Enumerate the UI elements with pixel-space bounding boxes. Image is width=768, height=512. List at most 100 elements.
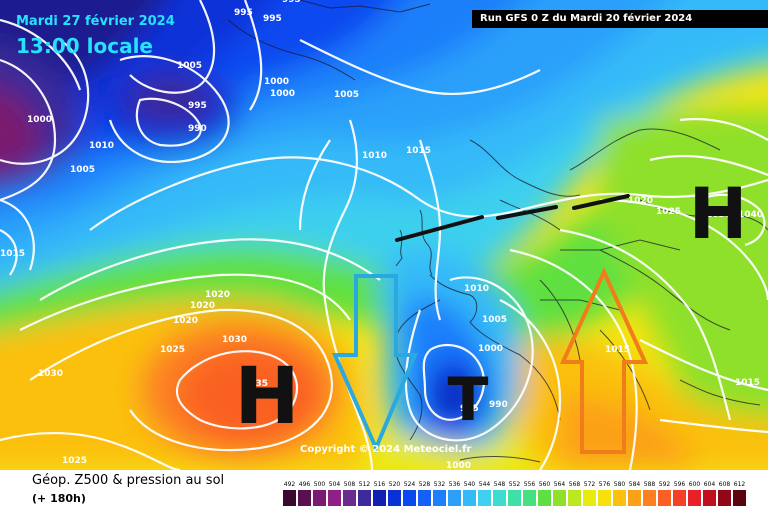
scale-swatch (658, 490, 671, 506)
forecast-time: 13:00 locale (16, 34, 153, 58)
pressure-label: 995 (234, 8, 253, 18)
pressure-label: 1010 (464, 284, 489, 294)
scale-swatch (298, 490, 311, 506)
scale-label: 508 (344, 481, 356, 488)
forecast-date: Mardi 27 février 2024 (16, 14, 175, 29)
scale-label: 576 (599, 481, 611, 488)
scale-label: 544 (479, 481, 491, 488)
scale-label: 496 (299, 481, 311, 488)
scale-swatch (373, 490, 386, 506)
scale-swatch (478, 490, 491, 506)
scale-label: 512 (359, 481, 371, 488)
pressure-label: 995 (263, 14, 282, 24)
pressure-label: 1000 (446, 461, 471, 470)
scale-swatch (598, 490, 611, 506)
scale-label: 588 (644, 481, 656, 488)
pressure-label: 1005 (482, 315, 507, 325)
scale-swatch (328, 490, 341, 506)
legend-title: Géop. Z500 & pression au sol (32, 473, 225, 488)
scale-swatch (673, 490, 686, 506)
pressure-label: 1035 (243, 379, 268, 389)
isobars (0, 0, 768, 470)
scale-label: 540 (464, 481, 476, 488)
pressure-label: 995 (460, 404, 479, 414)
scale-label: 612 (734, 481, 746, 488)
pressure-label: 1005 (177, 61, 202, 71)
scale-label: 492 (284, 481, 296, 488)
fronts (395, 194, 630, 242)
pressure-label: 1020 (173, 316, 198, 326)
pressure-label: 1000 (264, 77, 289, 87)
scale-label: 500 (314, 481, 326, 488)
pressure-label: 990 (188, 124, 207, 134)
geopotential-field (0, 0, 768, 470)
pressure-label: 1020 (205, 290, 230, 300)
pressure-label: 1030 (706, 210, 731, 220)
northward-arrow (559, 267, 649, 454)
pressure-label: 1025 (62, 456, 87, 466)
scale-label: 556 (524, 481, 536, 488)
scale-swatch (388, 490, 401, 506)
pressure-label: 1000 (27, 115, 52, 125)
pressure-label: 1010 (89, 141, 114, 151)
pressure-label: 1005 (334, 90, 359, 100)
scale-label: 504 (329, 481, 341, 488)
scale-swatch (703, 490, 716, 506)
scale-label: 560 (539, 481, 551, 488)
scale-swatch (523, 490, 536, 506)
scale-label: 604 (704, 481, 716, 488)
scale-label: 592 (659, 481, 671, 488)
scale-swatch (493, 490, 506, 506)
high-pressure-center-atlantic: H (234, 352, 299, 442)
scale-swatch (583, 490, 596, 506)
pressure-label: 1020 (190, 301, 215, 311)
scale-swatch (418, 490, 431, 506)
scale-label: 608 (719, 481, 731, 488)
pressure-label: 1025 (160, 345, 185, 355)
scale-swatch (283, 490, 296, 506)
geopotential-map-svg: 995 995 995 1000 1000 1005 995 990 1010 … (0, 0, 768, 470)
scale-swatch (433, 490, 446, 506)
scale-swatch (553, 490, 566, 506)
pressure-label: 990 (489, 400, 508, 410)
scale-label: 600 (689, 481, 701, 488)
high-pressure-center-russia: H (689, 173, 748, 255)
copyright-notice: Copyright © 2024 Meteociel.fr (300, 444, 472, 455)
scale-swatch (508, 490, 521, 506)
scale-swatch (688, 490, 701, 506)
pressure-label: 1005 (70, 165, 95, 175)
color-scale: 492 496 500 504 508 512 516 520 524 528 532 536 540 5… (283, 481, 746, 506)
scale-label: 552 (509, 481, 521, 488)
scale-label: 548 (494, 481, 506, 488)
scale-swatch (628, 490, 641, 506)
scale-label: 524 (404, 481, 416, 488)
scale-label: 568 (569, 481, 581, 488)
low-pressure-center-mediterranean: T (448, 365, 489, 435)
scale-swatch (463, 490, 476, 506)
pressure-label: 1000 (478, 344, 503, 354)
scale-swatch (718, 490, 731, 506)
pressure-label: 995 (282, 0, 301, 5)
scale-swatch (568, 490, 581, 506)
scale-label: 580 (614, 481, 626, 488)
scale-swatch (313, 490, 326, 506)
scale-swatch (448, 490, 461, 506)
scale-label: 536 (449, 481, 461, 488)
scale-label: 572 (584, 481, 596, 488)
scale-swatch (358, 490, 371, 506)
pressure-label: 1030 (222, 335, 247, 345)
pressure-label: 1015 (406, 146, 431, 156)
scale-label: 532 (434, 481, 446, 488)
scale-swatch (343, 490, 356, 506)
scale-swatch (613, 490, 626, 506)
pressure-label: 1040 (738, 210, 763, 220)
pressure-label: 1015 (605, 345, 630, 355)
scale-label: 584 (629, 481, 641, 488)
scale-label: 596 (674, 481, 686, 488)
pressure-label: 1010 (362, 151, 387, 161)
pressure-label: 1030 (38, 369, 63, 379)
scale-label: 564 (554, 481, 566, 488)
pressure-label: 1025 (656, 207, 681, 217)
pressure-label: 1020 (628, 196, 653, 206)
pressure-label: 1000 (270, 89, 295, 99)
